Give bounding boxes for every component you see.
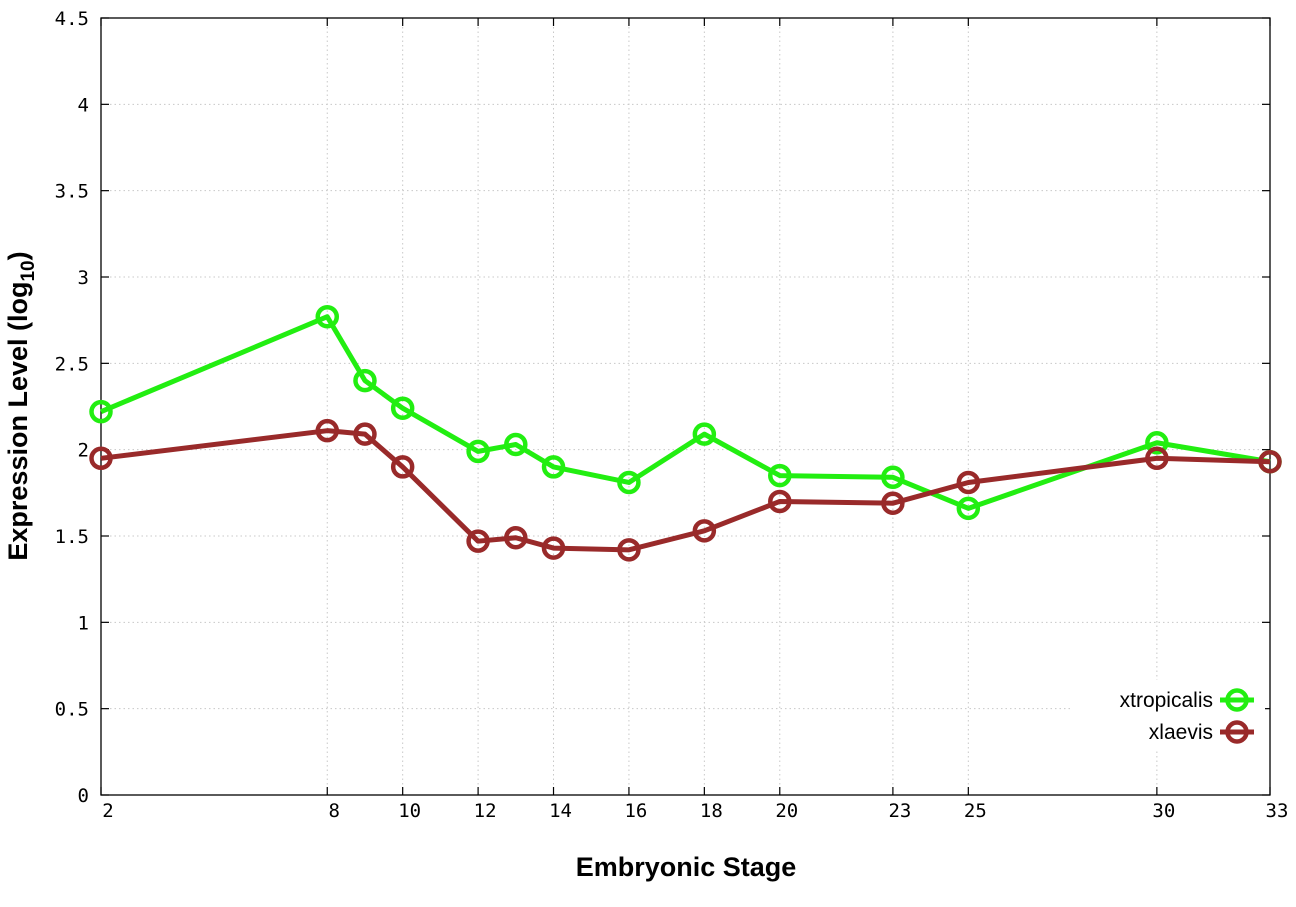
x-tick-label: 30 xyxy=(1152,800,1175,822)
x-axis-title: Embryonic Stage xyxy=(576,852,797,882)
data-point xyxy=(390,455,415,479)
y-tick-label: 4.5 xyxy=(55,8,89,30)
legend-label: xtropicalis xyxy=(1120,689,1213,712)
data-point xyxy=(768,463,792,488)
data-point xyxy=(541,536,566,560)
y-tick-label: 3.5 xyxy=(55,181,89,203)
data-point xyxy=(617,538,641,562)
data-point xyxy=(89,399,113,424)
tick-marks xyxy=(100,17,1271,796)
series-line xyxy=(100,314,1271,511)
y-tick-label: 1.5 xyxy=(55,526,89,548)
data-point xyxy=(956,470,981,495)
data-point xyxy=(881,465,905,490)
y-axis-title-subscript: 10 xyxy=(18,260,39,281)
data-point xyxy=(89,446,113,471)
data-point xyxy=(1145,431,1169,455)
y-tick-label: 1 xyxy=(78,612,89,634)
series xyxy=(89,304,1282,562)
data-point xyxy=(315,304,340,329)
series-xlaevis xyxy=(89,418,1282,562)
data-point xyxy=(617,470,641,495)
data-point xyxy=(504,432,528,457)
data-point xyxy=(692,519,717,543)
data-point xyxy=(956,496,981,521)
data-point xyxy=(768,489,792,514)
data-point xyxy=(466,529,490,553)
legend-swatch-marker xyxy=(1225,688,1249,712)
x-tick-label: 12 xyxy=(474,800,497,822)
legend-item-xtropicalis: xtropicalis xyxy=(1120,688,1254,712)
y-axis-title-main: Expression Level (log xyxy=(3,282,33,561)
x-tick-labels: 2 8 10 12 14 16 18 20 23 25 30 33 xyxy=(102,800,1288,822)
y-tick-labels: 0 0.5 1 1.5 2 2.5 3 3.5 4 4.5 xyxy=(55,8,89,807)
data-point xyxy=(466,439,490,464)
x-tick-label: 2 xyxy=(102,800,113,822)
y-tick-label: 3 xyxy=(78,267,89,289)
data-point xyxy=(315,418,340,443)
x-tick-label: 10 xyxy=(398,800,421,822)
x-tick-label: 25 xyxy=(964,800,987,822)
grid xyxy=(100,17,1271,796)
x-tick-label: 33 xyxy=(1266,800,1289,822)
y-axis-title: Expression Level (log10) xyxy=(3,251,39,560)
data-point xyxy=(541,455,566,479)
x-tick-label: 20 xyxy=(775,800,798,822)
y-tick-label: 0 xyxy=(78,785,89,807)
data-point xyxy=(1258,450,1282,474)
x-tick-label: 23 xyxy=(888,800,911,822)
x-tick-label: 8 xyxy=(329,800,340,822)
y-tick-label: 4 xyxy=(78,94,89,116)
data-point xyxy=(504,525,528,550)
legend-label: xlaevis xyxy=(1149,721,1213,744)
x-tick-label: 18 xyxy=(700,800,723,822)
x-tick-label: 14 xyxy=(549,800,572,822)
data-point xyxy=(390,396,415,420)
x-tick-label: 16 xyxy=(624,800,647,822)
y-axis-title-suffix: ) xyxy=(3,251,33,260)
data-point xyxy=(692,422,717,446)
data-point xyxy=(881,491,905,515)
legend-item-xlaevis: xlaevis xyxy=(1149,720,1254,744)
legend: xtropicalis xlaevis xyxy=(1070,680,1265,750)
data-point xyxy=(1145,446,1169,471)
plot-frame xyxy=(100,17,1271,796)
data-point xyxy=(353,368,377,393)
y-tick-label: 2 xyxy=(78,440,89,462)
y-tick-label: 0.5 xyxy=(55,699,89,721)
y-tick-label: 2.5 xyxy=(55,353,89,375)
series-xtropicalis xyxy=(89,304,1282,521)
legend-swatch-marker xyxy=(1225,720,1249,744)
data-point xyxy=(353,422,377,446)
